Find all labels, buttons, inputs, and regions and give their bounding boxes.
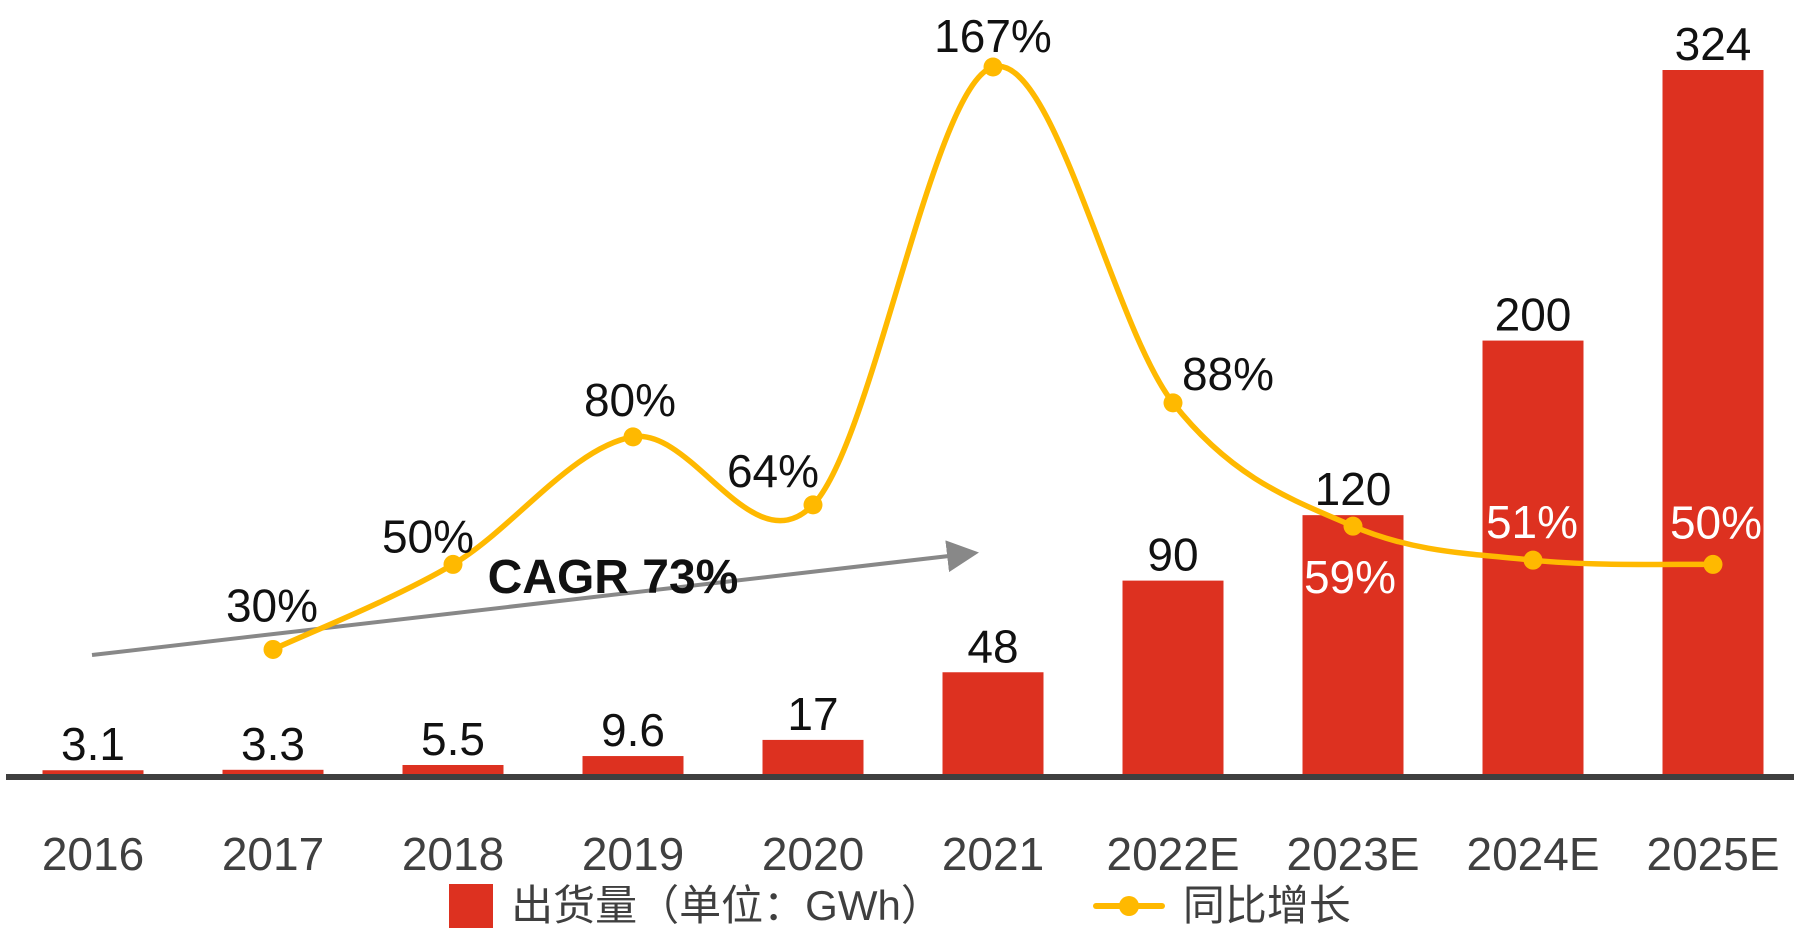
growth-dot-2023E	[1343, 516, 1363, 536]
bar-2018	[402, 764, 504, 777]
growth-label-2024E: 51%	[1486, 496, 1578, 548]
category-label-2018: 2018	[402, 828, 504, 880]
category-label-2016: 2016	[42, 828, 144, 880]
bar-2020	[762, 739, 864, 777]
category-label-2021: 2021	[942, 828, 1044, 880]
bar-label-2019: 9.6	[601, 704, 665, 756]
legend: 出货量（单位：GWh） 同比增长	[0, 884, 1800, 928]
legend-item-growth: 同比增长	[1092, 882, 1351, 929]
growth-label-2018: 50%	[382, 510, 474, 562]
growth-label-2021: 167%	[934, 10, 1052, 62]
bar-label-2020: 17	[787, 688, 838, 740]
category-label-2024E: 2024E	[1466, 828, 1599, 880]
category-label-2017: 2017	[222, 828, 324, 880]
growth-dot-2025E	[1703, 554, 1723, 574]
bar-2017	[222, 769, 324, 777]
growth-label-2019: 80%	[584, 374, 676, 426]
line-marker-dot	[1118, 896, 1139, 916]
bar-label-2017: 3.3	[241, 718, 305, 770]
bar-label-2016: 3.1	[61, 718, 125, 770]
bar-label-2022E: 90	[1147, 529, 1198, 581]
bar-label-2025E: 324	[1675, 18, 1752, 70]
bar-series-swatch	[449, 884, 494, 928]
bar-2019	[582, 756, 684, 777]
bar-2016	[42, 770, 144, 777]
bar-label-2024E: 200	[1495, 289, 1572, 341]
category-label-2020: 2020	[762, 828, 864, 880]
category-label-2022E: 2022E	[1106, 828, 1239, 880]
legend-item-shipments: 出货量（单位：GWh）	[449, 884, 943, 928]
bar-2025E	[1662, 70, 1764, 777]
growth-label-2023E: 59%	[1304, 551, 1396, 603]
cagr-annotation: CAGR 73%	[488, 551, 739, 604]
growth-label-2017: 30%	[226, 579, 318, 631]
bar-label-2021: 48	[967, 620, 1018, 672]
bar-2023E	[1302, 515, 1404, 777]
growth-label-2020: 64%	[727, 445, 819, 497]
legend-label-shipments: 出货量（单位：GWh）	[511, 882, 943, 929]
legend-label-growth: 同比增长	[1182, 882, 1351, 929]
line-series-marker	[1092, 895, 1165, 917]
bar-2021	[942, 672, 1044, 777]
growth-dot-2021	[983, 57, 1003, 77]
bar-label-2023E: 120	[1315, 463, 1392, 515]
category-label-2025E: 2025E	[1646, 828, 1779, 880]
growth-dot-2024E	[1523, 550, 1543, 570]
growth-label-2022E: 88%	[1182, 348, 1274, 400]
category-label-2023E: 2023E	[1286, 828, 1419, 880]
growth-dot-2020	[803, 495, 823, 515]
growth-label-2025E: 50%	[1670, 496, 1762, 548]
category-label-2019: 2019	[582, 828, 684, 880]
growth-line	[270, 63, 1716, 653]
bar-2022E	[1122, 580, 1224, 777]
growth-dot-2018	[443, 554, 463, 574]
bar-label-2018: 5.5	[421, 713, 485, 765]
cagr-arrow	[91, 540, 979, 657]
growth-dot-2022E	[1163, 393, 1183, 413]
growth-dot-2017	[263, 639, 283, 659]
growth-dot-2019	[623, 427, 643, 447]
